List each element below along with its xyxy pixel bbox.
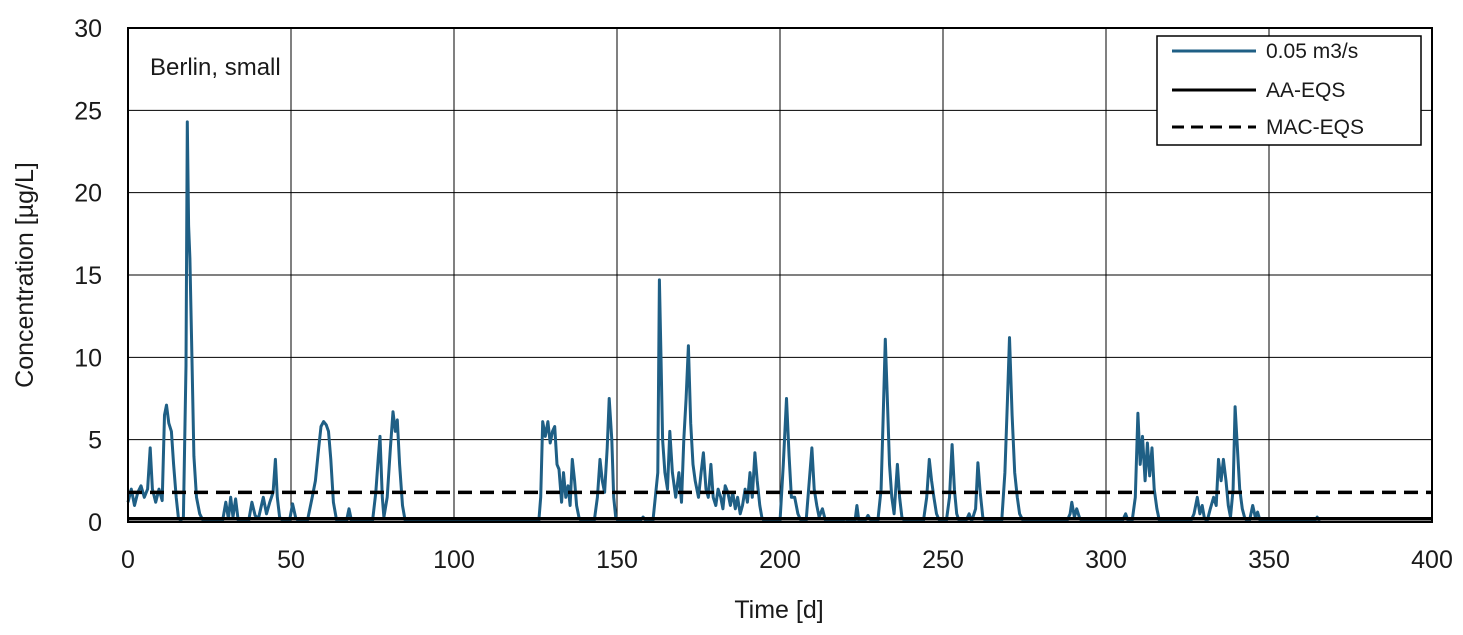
x-tick-label: 350 <box>1248 546 1290 574</box>
legend-label-flow: 0.05 m3/s <box>1266 40 1358 63</box>
x-tick-label: 150 <box>596 546 638 574</box>
y-tick-label: 20 <box>74 180 102 208</box>
y-tick-label: 30 <box>74 15 102 43</box>
y-tick-label: 5 <box>88 427 102 455</box>
x-tick-label: 200 <box>759 546 801 574</box>
y-tick-label: 10 <box>74 344 102 372</box>
legend: 0.05 m3/s AA-EQS MAC-EQS <box>1156 35 1422 146</box>
x-tick-label: 100 <box>433 546 475 574</box>
legend-label-aa-eqs: AA-EQS <box>1266 79 1345 102</box>
chart-annotation: Berlin, small <box>150 54 281 81</box>
x-axis-label: Time [d] <box>734 596 823 624</box>
x-tick-label: 250 <box>922 546 964 574</box>
tick-labels: 0 50 100 150 200 250 300 350 400 0 5 10 15 20 25 30 <box>74 15 1453 574</box>
y-axis-label: Concentration [µg/L] <box>11 162 39 388</box>
legend-label-mac-eqs: MAC-EQS <box>1266 116 1364 139</box>
y-tick-label: 0 <box>88 509 102 537</box>
x-tick-label: 50 <box>277 546 305 574</box>
x-tick-label: 300 <box>1085 546 1127 574</box>
x-tick-label: 400 <box>1411 546 1453 574</box>
y-tick-label: 15 <box>74 262 102 290</box>
series-layer <box>126 120 1432 523</box>
plot-frame <box>127 27 1433 523</box>
x-tick-label: 0 <box>121 546 135 574</box>
series-line-flow <box>126 120 1321 523</box>
y-tick-label: 25 <box>74 97 102 125</box>
